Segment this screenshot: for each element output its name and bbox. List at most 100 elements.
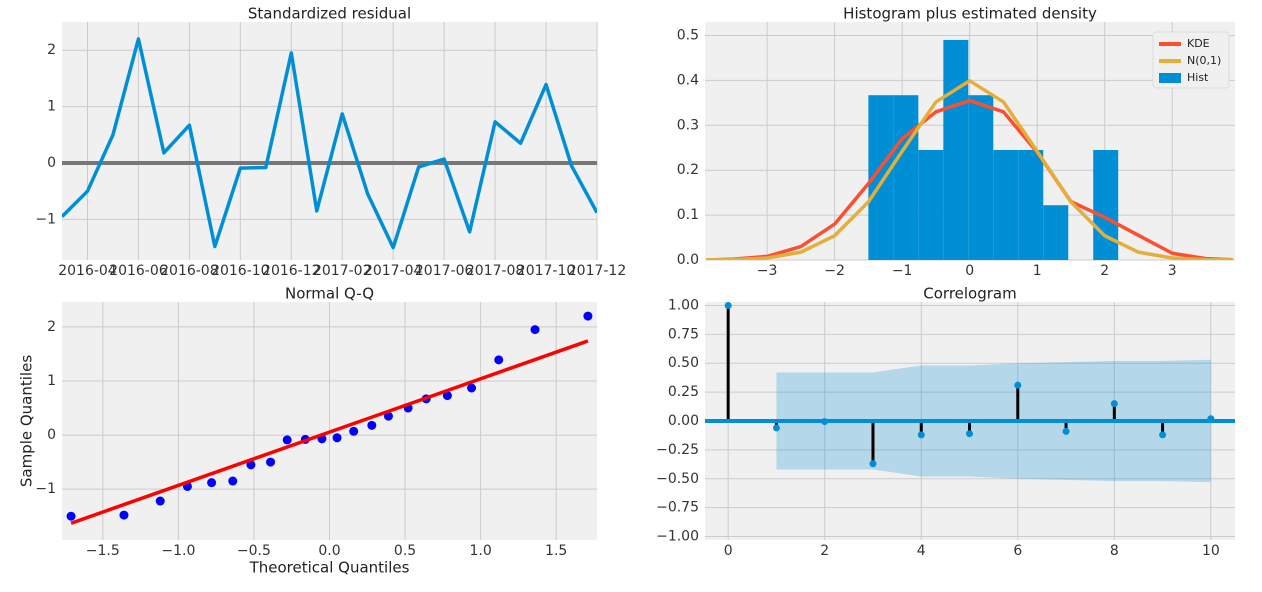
qq-point	[155, 496, 165, 506]
x-tick-label: 2017-08	[466, 263, 525, 279]
y-tick-label: 1.00	[668, 297, 699, 313]
qq-point	[207, 478, 217, 488]
x-tick-label: 2016-04	[58, 263, 117, 279]
legend: KDE N(0,1) Hist	[1152, 31, 1230, 89]
qq-point	[246, 460, 256, 470]
series-line	[62, 37, 597, 250]
y-tick-label: 0.0	[677, 252, 699, 268]
plot-area	[706, 39, 1234, 260]
acf-point	[1207, 415, 1215, 423]
qq-point	[228, 476, 238, 486]
plot-area	[705, 302, 1235, 483]
qq-point	[494, 355, 504, 365]
hist-bar	[993, 149, 1019, 260]
panel: −1 0 1 2 −1.5 −1.0 −0.5 0.0 0.5 1.0 1.5 Normal Q-Q T…	[18, 285, 597, 577]
plot-area	[62, 37, 597, 250]
y-tick-label: 0.4	[677, 72, 699, 88]
x-tick-label: 2016-08	[160, 263, 219, 279]
x-tick-label: 0.5	[394, 543, 416, 559]
qq-point	[332, 433, 342, 443]
acf-point	[1159, 431, 1167, 439]
x-tick-label: 2	[1100, 263, 1109, 279]
x-tick-label: 2017-10	[517, 263, 576, 279]
y-tick-label: 0	[47, 427, 56, 443]
y-tick-label: −1	[35, 481, 56, 497]
y-tick-label: −0.75	[656, 500, 699, 516]
acf-point	[869, 460, 877, 468]
acf-point	[821, 418, 829, 426]
hist-bar	[943, 39, 969, 260]
hist-bar	[918, 149, 944, 260]
y-tick-label: −1.00	[656, 529, 699, 545]
x-tick-label: −1	[892, 263, 913, 279]
y-tick-label: 0.75	[668, 326, 699, 342]
hist-bar	[893, 95, 919, 260]
x-tick-label: 0	[724, 543, 733, 559]
qq-point	[266, 457, 276, 467]
x-tick-label: 2	[820, 543, 829, 559]
hist-bar	[968, 95, 994, 260]
panel: −1.00 −0.75 −0.50 −0.25 0.00 0.25 0.50 0.75 1.00…	[656, 285, 1235, 559]
x-tick-label: 0.0	[318, 543, 340, 559]
y-tick-label: 0.2	[677, 162, 699, 178]
y-tick-label: −0.50	[656, 471, 699, 487]
density-line	[706, 79, 1233, 260]
plot-area	[66, 311, 593, 525]
x-tick-label: −1.5	[86, 543, 120, 559]
legend-swatch	[1159, 73, 1181, 83]
acf-point	[1062, 427, 1070, 435]
hist-bar	[1093, 149, 1119, 260]
panel: 0.0 0.1 0.2 0.3 0.4 0.5 −3 −2 −1 0 1 2 3 Histogram pl…	[677, 5, 1235, 279]
qq-point	[66, 511, 76, 521]
y-tick-label: 0	[47, 155, 56, 171]
qq-point	[367, 420, 377, 430]
x-tick-label: −0.5	[237, 543, 271, 559]
y-tick-label: 0.25	[668, 384, 699, 400]
y-tick-label: 0.3	[677, 117, 699, 133]
legend-label: N(0,1)	[1187, 54, 1221, 67]
hist-bar	[1018, 149, 1044, 260]
x-tick-label: −3	[757, 263, 778, 279]
fit-line	[70, 339, 589, 525]
x-tick-label: 2017-06	[415, 263, 474, 279]
qq-point	[467, 383, 477, 393]
acf-point	[772, 424, 780, 432]
qq-point	[282, 435, 292, 445]
legend-label: KDE	[1187, 37, 1210, 50]
x-tick-label: 10	[1202, 543, 1220, 559]
y-tick-label: 0.1	[677, 207, 699, 223]
x-tick-label: 6	[1013, 543, 1022, 559]
y-tick-label: 0.5	[677, 27, 699, 43]
legend-label: Hist	[1187, 71, 1209, 84]
x-axis-label: Theoretical Quantiles	[249, 559, 410, 577]
qq-point	[530, 325, 540, 335]
acf-point	[1110, 400, 1118, 408]
y-tick-label: −0.25	[656, 442, 699, 458]
chart-title: Standardized residual	[248, 5, 411, 23]
qq-point	[119, 510, 129, 520]
x-tick-label: 1.5	[545, 543, 567, 559]
x-tick-label: 2016-12	[262, 263, 321, 279]
x-tick-label: −2	[824, 263, 845, 279]
x-tick-label: 1.0	[469, 543, 491, 559]
plot-background	[62, 22, 597, 260]
x-tick-label: 3	[1168, 263, 1177, 279]
x-tick-label: 4	[917, 543, 926, 559]
qq-point	[583, 311, 593, 321]
acf-point	[917, 431, 925, 439]
y-tick-label: 0.00	[668, 413, 699, 429]
qq-point	[442, 391, 452, 401]
x-tick-label: 2017-02	[313, 263, 372, 279]
hist-bar	[1043, 205, 1069, 260]
y-axis-label: Sample Quantiles	[18, 355, 36, 487]
y-tick-label: 0.50	[668, 355, 699, 371]
density-line	[706, 98, 1234, 260]
x-tick-label: 2017-12	[568, 263, 627, 279]
y-tick-label: 1	[47, 373, 56, 389]
acf-point	[1014, 381, 1022, 389]
x-tick-label: 2016-06	[109, 263, 168, 279]
x-tick-label: 0	[965, 263, 974, 279]
y-tick-label: 1	[47, 99, 56, 115]
x-tick-label: 2017-04	[364, 263, 423, 279]
